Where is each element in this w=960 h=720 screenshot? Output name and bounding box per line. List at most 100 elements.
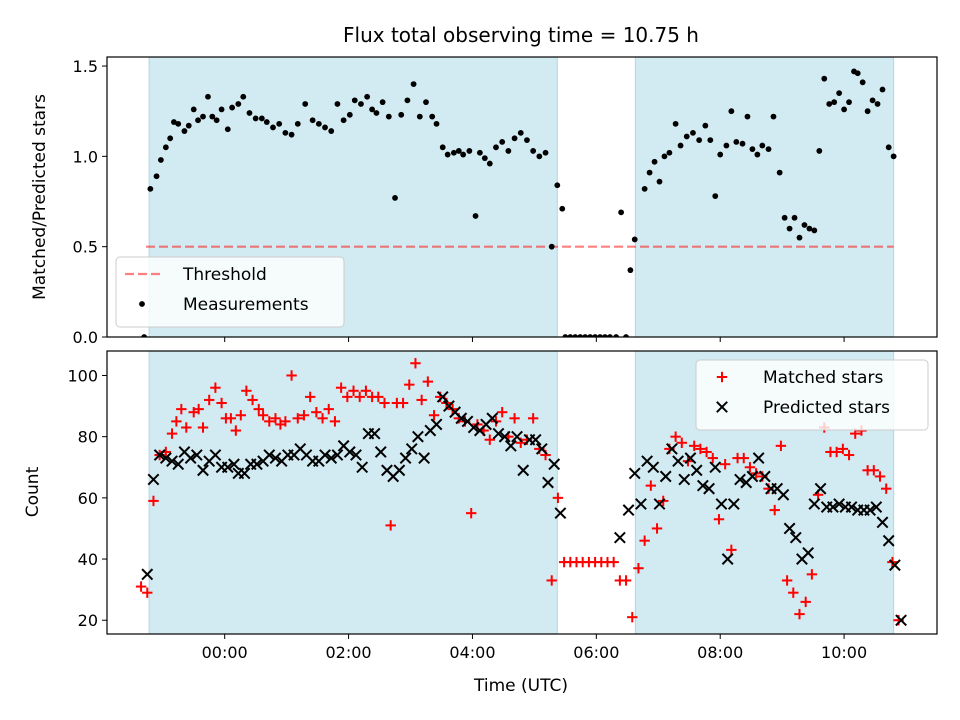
predicted-point [269, 452, 282, 464]
matched-point [769, 504, 780, 516]
matched-point [775, 440, 787, 452]
measurement-point [627, 267, 634, 274]
matched-point [335, 382, 347, 393]
predicted-point [802, 547, 815, 559]
measurement-point [385, 113, 392, 120]
measurement-point [423, 99, 429, 106]
matched-point [210, 382, 221, 393]
matched-point [676, 437, 688, 448]
predicted-point [613, 531, 626, 544]
count-legend: Matched stars Predicted stars [695, 359, 929, 431]
measurement-point [404, 97, 411, 104]
matched-point [135, 581, 147, 592]
measurement-point [416, 113, 423, 120]
predicted-point [647, 461, 660, 474]
matched-point [719, 459, 731, 470]
matched-point [348, 385, 359, 396]
predicted-point [703, 482, 715, 495]
measurement-point [826, 101, 833, 107]
measurement-point [776, 169, 783, 176]
measurement-point [517, 129, 524, 136]
predicted-point [535, 442, 548, 455]
count-y-tick-label: 100 [67, 366, 98, 385]
measurement-point [677, 142, 684, 149]
legend-matched-stars-label: Matched stars [763, 368, 883, 388]
predicted-point [665, 442, 678, 455]
measurement-point [821, 75, 828, 82]
matched-point [410, 358, 421, 369]
x-tick-label: 04:00 [449, 643, 495, 662]
measurement-point [597, 334, 603, 337]
count-axes-frame [106, 350, 938, 635]
predicted-point [356, 461, 369, 474]
matched-point [286, 370, 297, 381]
predicted-point [734, 473, 746, 486]
measurement-point [481, 155, 488, 162]
matched-point [253, 403, 264, 415]
measurement-point [690, 129, 696, 136]
count-y-tick-label: 60 [78, 489, 98, 508]
matched-point [738, 452, 749, 464]
predicted-point [228, 458, 240, 471]
matched-point [304, 391, 316, 403]
measurement-point [346, 111, 353, 118]
predicted-point [331, 449, 344, 461]
measurement-point [559, 205, 566, 212]
measurement-point [765, 146, 772, 153]
measurement-point [656, 178, 663, 185]
matched-point [713, 514, 725, 525]
predicted-point [758, 470, 771, 483]
predicted-point [467, 421, 480, 434]
predicted-point [393, 464, 406, 477]
measurement-point [141, 334, 148, 337]
x-tick-label: 08:00 [697, 643, 743, 662]
measurement-point [351, 97, 358, 104]
legend-matched-stars-swatch [716, 371, 728, 383]
predicted-point [833, 498, 846, 510]
matched-point [204, 394, 215, 406]
ratio-plot-area [141, 68, 897, 337]
x-tick-label: 02:00 [326, 643, 372, 662]
measurement-point [791, 214, 798, 221]
predicted-point [221, 461, 234, 474]
matched-point [794, 608, 805, 620]
legend-measurements-swatch [139, 301, 145, 307]
measurement-point [869, 97, 876, 104]
measurement-point [263, 119, 270, 125]
predicted-point [715, 498, 728, 510]
measurement-point [195, 117, 201, 124]
measurement-point [364, 93, 371, 100]
matched-point [385, 520, 396, 531]
measurement-point [641, 185, 648, 192]
measurement-point [175, 120, 182, 127]
measurement-point [340, 117, 347, 124]
measurement-point [229, 104, 236, 111]
matched-point [843, 449, 855, 461]
measurement-point [661, 153, 668, 160]
predicted-point [455, 412, 468, 425]
measurement-point [358, 101, 364, 107]
matched-point [627, 611, 638, 623]
measurement-point [224, 126, 231, 133]
count-y-tick-label: 40 [78, 550, 98, 569]
matched-point [788, 587, 799, 598]
matched-point [466, 507, 477, 519]
matched-point [881, 483, 892, 494]
matched-point [707, 452, 718, 464]
predicted-point [845, 501, 858, 513]
matched-point [416, 394, 427, 406]
ratio-y-ticks: 0.0 0.5 1.0 1.5 [73, 57, 107, 347]
predicted-point [405, 442, 418, 455]
measurement-point [666, 149, 673, 156]
predicted-point [172, 458, 185, 471]
measurement-point [213, 117, 220, 124]
predicted-point [436, 390, 449, 403]
measurement-point [170, 119, 177, 125]
legend-threshold-label: Threshold [182, 265, 267, 285]
measurement-point [781, 214, 788, 221]
predicted-point [209, 449, 222, 461]
matched-point [373, 391, 384, 403]
matched-point [397, 397, 409, 409]
matched-point [142, 587, 153, 598]
measurement-point [460, 151, 467, 158]
